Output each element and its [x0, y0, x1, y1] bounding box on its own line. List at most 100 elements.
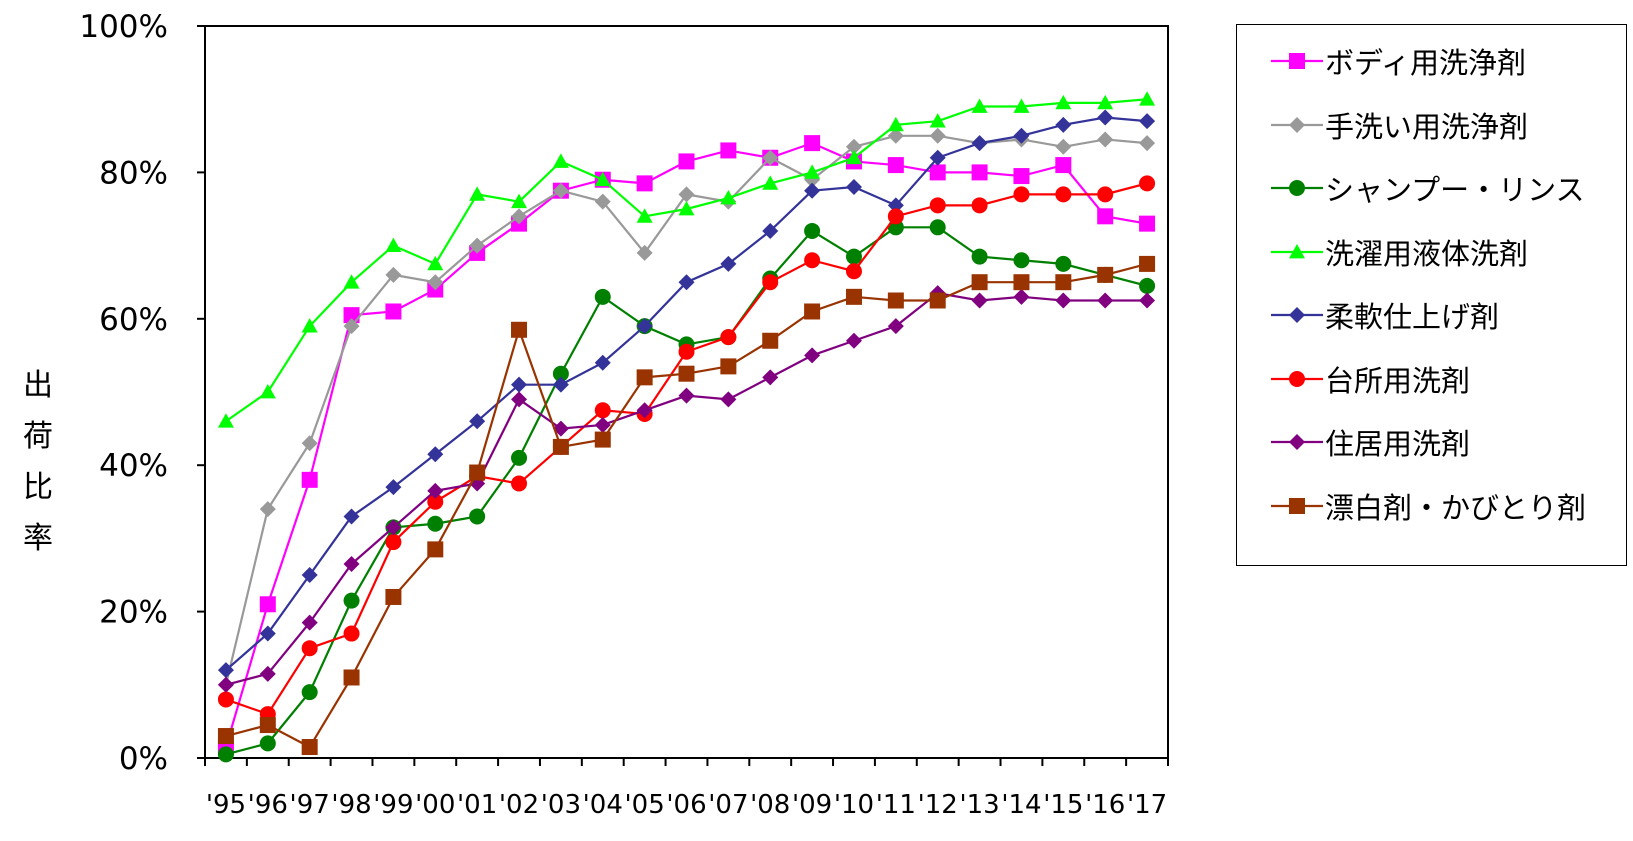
data-point [636, 244, 653, 261]
data-point [845, 332, 862, 349]
y-axis-label: 出荷比率 [18, 360, 58, 564]
data-point [552, 376, 569, 393]
data-point [469, 186, 486, 201]
data-point [1055, 292, 1072, 309]
data-point [929, 219, 946, 236]
data-point [1055, 116, 1072, 133]
data-point [887, 292, 904, 309]
data-point [385, 479, 402, 496]
legend-label: 柔軟仕上げ剤 [1325, 300, 1500, 334]
data-point [427, 482, 444, 499]
data-point [511, 475, 528, 492]
x-tick-label: '04 [583, 790, 623, 820]
data-point [259, 625, 276, 642]
data-point [1055, 274, 1072, 291]
data-point [301, 739, 318, 756]
data-point [971, 248, 988, 265]
data-point [594, 402, 611, 419]
series-line [225, 182, 1148, 716]
series-5 [217, 109, 1156, 679]
data-point [720, 358, 737, 375]
series-7 [217, 285, 1156, 693]
data-point [845, 248, 862, 265]
x-tick-label: '08 [750, 790, 790, 820]
legend-label: シャンプー・リンス [1325, 173, 1585, 207]
data-point [343, 318, 360, 335]
data-point [887, 157, 904, 174]
data-point [804, 182, 821, 199]
data-point [1139, 113, 1156, 130]
data-point [845, 179, 862, 196]
data-point [845, 149, 862, 165]
data-point [971, 135, 988, 152]
data-point [720, 391, 737, 408]
data-point [594, 171, 611, 187]
data-point [887, 197, 904, 214]
legend-item: シャンプー・リンス [1271, 168, 1585, 208]
y-tick-label: 0% [119, 741, 168, 777]
data-point [343, 625, 360, 642]
data-point [511, 193, 528, 209]
data-point [845, 263, 862, 280]
data-point [887, 208, 904, 225]
data-point [259, 501, 276, 518]
data-point [259, 596, 276, 613]
data-point [929, 197, 946, 214]
data-point [343, 669, 360, 686]
data-point [217, 691, 234, 708]
data-point [1139, 255, 1156, 272]
y-tick-label: 80% [99, 155, 168, 191]
data-point [301, 567, 318, 583]
data-point [511, 321, 528, 338]
data-point [427, 493, 444, 510]
data-point [678, 186, 695, 203]
data-point [762, 274, 779, 291]
data-point [678, 201, 695, 216]
data-point [1013, 127, 1030, 144]
data-point [929, 149, 946, 166]
x-tick-label: '99 [373, 790, 413, 820]
data-point [1013, 252, 1030, 269]
data-point [971, 164, 988, 181]
x-tick-label: '02 [499, 790, 539, 820]
data-point [1055, 186, 1072, 203]
data-point [469, 464, 486, 481]
legend-label: 洗濯用液体洗剤 [1325, 236, 1529, 271]
plot-area [204, 25, 1169, 759]
data-point [217, 413, 234, 428]
data-point [678, 343, 695, 360]
data-point [385, 534, 402, 551]
data-point [887, 318, 904, 335]
data-point [1097, 94, 1114, 110]
x-tick-label: '09 [792, 790, 832, 820]
data-point [1013, 274, 1030, 291]
legend-swatch [1271, 116, 1323, 133]
data-point [511, 376, 528, 393]
data-point [552, 153, 569, 168]
data-point [845, 288, 862, 305]
data-point [804, 164, 821, 179]
legend-marker [1289, 243, 1305, 258]
y-tick-label: 100% [79, 9, 168, 45]
data-point [217, 662, 234, 679]
data-point [217, 746, 234, 763]
legend-marker [1289, 370, 1305, 387]
x-tick-label: '01 [457, 790, 497, 820]
legend-swatch [1271, 243, 1323, 258]
x-tick-label: '12 [918, 790, 958, 820]
legend-item: 住居用洗剤 [1271, 422, 1470, 462]
data-point [1013, 168, 1030, 185]
data-point [301, 435, 318, 452]
data-point [804, 135, 821, 152]
data-point [343, 508, 360, 525]
data-point [385, 519, 402, 536]
data-point [301, 614, 318, 631]
data-point [636, 402, 653, 419]
legend-item: 台所用洗剤 [1271, 359, 1470, 399]
data-point [678, 274, 695, 291]
data-point [343, 274, 360, 289]
data-point [594, 354, 611, 371]
data-point [385, 237, 402, 252]
x-tick-label: '06 [666, 790, 706, 820]
data-point [636, 175, 653, 192]
